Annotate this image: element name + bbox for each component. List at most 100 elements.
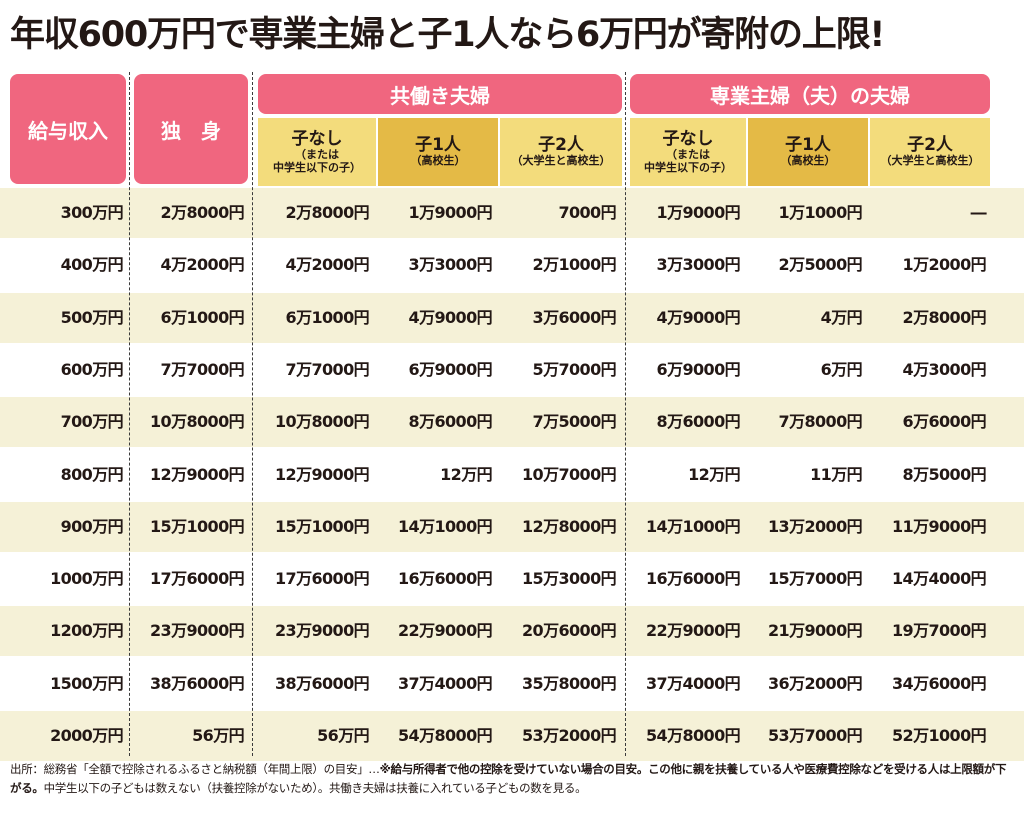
limit-cell: 14万4000円 — [892, 569, 987, 589]
limit-cell: 20万6000円 — [522, 621, 617, 641]
limit-cell: 54万8000円 — [646, 726, 741, 745]
table-row: 800万円 12万9000円 12万9000円 12万円 10万7000円 12万円 11万… — [0, 450, 1024, 500]
header-single-earner-label: 専業主婦（夫）の夫婦 — [710, 83, 910, 108]
subheader-dual-one-child: 子1人 （高校生） — [378, 118, 498, 186]
limit-cell: 3万6000円 — [532, 307, 617, 327]
table-row: 700万円 10万8000円 10万8000円 8万6000円 7万5000円 8万600… — [0, 397, 1024, 448]
limit-cell: 53万7000円 — [768, 726, 863, 745]
limit-cell: 14万1000円 — [398, 516, 493, 536]
limit-cell: 7000円 — [558, 203, 616, 222]
column-divider — [625, 72, 626, 756]
limit-cell: 4万2000円 — [160, 255, 245, 275]
limit-cell: 12万円 — [688, 464, 740, 484]
limit-cell: 5万7000円 — [532, 359, 617, 379]
limit-cell: 10万8000円 — [275, 412, 370, 432]
subheader-main: 子1人 — [415, 134, 461, 155]
subheader-sub1: （大学生と高校生） — [880, 154, 980, 168]
income-cell: 500万円 — [60, 307, 124, 327]
limit-cell: 2万1000円 — [532, 255, 617, 275]
subheader-sub1: （または — [295, 148, 339, 162]
limit-cell: 8万6000円 — [408, 412, 493, 432]
subheader-main: 子なし — [662, 128, 714, 149]
subheader-main: 子2人 — [538, 134, 584, 155]
table-row: 1000万円 17万6000円 17万6000円 16万6000円 15万3000円 16… — [0, 554, 1024, 604]
footer-note-rest: 中学生以下の子どもは数えない（扶養控除がないため）。共働き夫婦は扶養に入れている… — [43, 781, 587, 795]
limit-cell: 38万6000円 — [275, 673, 370, 693]
limit-cell: 14万1000円 — [646, 516, 741, 536]
header-income: 給与収入 — [10, 74, 126, 184]
limit-cell: 2万8000円 — [285, 203, 370, 222]
limit-cell: 4万9000円 — [656, 307, 741, 327]
limit-cell: 2万8000円 — [160, 203, 245, 222]
limit-cell: 15万3000円 — [522, 569, 617, 589]
limit-cell: 17万6000円 — [275, 569, 370, 589]
limit-cell: 23万9000円 — [150, 621, 245, 641]
limit-cell: 22万9000円 — [646, 621, 741, 641]
limit-cell: 37万4000円 — [646, 673, 741, 693]
subheader-main: 子1人 — [785, 134, 831, 155]
subheader-dual-no-child: 子なし （または 中学生以下の子） — [258, 118, 376, 186]
limit-cell: 16万6000円 — [398, 569, 493, 589]
limit-cell: 1万9000円 — [408, 203, 493, 222]
table-row: 1200万円 23万9000円 23万9000円 22万9000円 20万6000円 22… — [0, 606, 1024, 657]
limit-cell: 10万8000円 — [150, 412, 245, 432]
limit-cell: 4万3000円 — [902, 359, 987, 379]
limit-cell: 7万5000円 — [532, 412, 617, 432]
limit-cell: 15万7000円 — [768, 569, 863, 589]
limit-cell: 3万3000円 — [408, 255, 493, 275]
limit-cell: 6万6000円 — [902, 412, 987, 432]
limit-cell: 11万9000円 — [892, 516, 987, 536]
table-row: 1500万円 38万6000円 38万6000円 37万4000円 35万8000円 37… — [0, 659, 1024, 709]
limit-cell: 3万3000円 — [656, 255, 741, 275]
limit-cell: 21万9000円 — [768, 621, 863, 641]
limit-cell: 22万9000円 — [398, 621, 493, 641]
limit-cell: 23万9000円 — [275, 621, 370, 641]
limit-cell: 4万円 — [820, 307, 863, 327]
income-cell: 1000万円 — [50, 569, 124, 589]
limit-cell: 6万円 — [820, 359, 863, 379]
limit-cell: 2万5000円 — [778, 255, 863, 275]
limit-cell: 52万1000円 — [892, 726, 987, 745]
limit-cell: 4万9000円 — [408, 307, 493, 327]
income-cell: 1200万円 — [50, 621, 124, 641]
limit-cell: 12万8000円 — [522, 516, 617, 536]
table-row: 300万円 2万8000円 2万8000円 1万9000円 7000円 1万9000円 1万… — [0, 188, 1024, 238]
subheader-single-earner-one-child: 子1人 （高校生） — [748, 118, 868, 186]
income-cell: 800万円 — [60, 464, 124, 484]
header-dual-income-label: 共働き夫婦 — [390, 83, 490, 108]
subheader-main: 子2人 — [907, 134, 953, 155]
income-cell: 600万円 — [60, 359, 124, 379]
income-cell: 2000万円 — [50, 726, 124, 745]
limit-cell: 1万1000円 — [778, 203, 863, 222]
subheader-single-earner-no-child: 子なし （または 中学生以下の子） — [630, 118, 746, 186]
limit-cell: 15万1000円 — [150, 516, 245, 536]
limit-cell: 4万2000円 — [285, 255, 370, 275]
limit-cell: 37万4000円 — [398, 673, 493, 693]
limit-cell: 12万円 — [440, 464, 492, 484]
limit-cell: 16万6000円 — [646, 569, 741, 589]
limit-cell: 12万9000円 — [275, 464, 370, 484]
footer-note: 出所：総務省「全額で控除されるふるさと納税額（年間上限）の目安」…※給与所得者で… — [10, 760, 1015, 798]
limit-cell: 10万7000円 — [522, 464, 617, 484]
table-row: 500万円 6万1000円 6万1000円 4万9000円 3万6000円 4万9000円… — [0, 292, 1024, 343]
limit-cell: ― — [970, 203, 987, 222]
limit-cell: 6万1000円 — [160, 307, 245, 327]
header-income-label: 給与収入 — [28, 118, 108, 143]
income-cell: 400万円 — [60, 255, 124, 275]
limit-cell: 12万9000円 — [150, 464, 245, 484]
subheader-dual-two-children: 子2人 （大学生と高校生） — [500, 118, 622, 186]
limit-cell: 36万2000円 — [768, 673, 863, 693]
subheader-sub2: 中学生以下の子） — [273, 160, 361, 174]
income-cell: 1500万円 — [50, 673, 124, 693]
limit-cell: 56万円 — [317, 726, 369, 745]
income-cell: 700万円 — [60, 412, 124, 432]
subheader-sub1: （高校生） — [780, 154, 836, 168]
subheader-main: 子なし — [291, 128, 343, 149]
limit-cell: 53万2000円 — [522, 726, 617, 745]
table-row: 600万円 7万7000円 7万7000円 6万9000円 5万7000円 6万9000円… — [0, 345, 1024, 395]
header-single: 独 身 — [134, 74, 248, 184]
header-single-earner: 専業主婦（夫）の夫婦 — [630, 74, 990, 114]
limit-cell: 17万6000円 — [150, 569, 245, 589]
income-cell: 300万円 — [60, 203, 124, 222]
limit-cell: 6万9000円 — [656, 359, 741, 379]
